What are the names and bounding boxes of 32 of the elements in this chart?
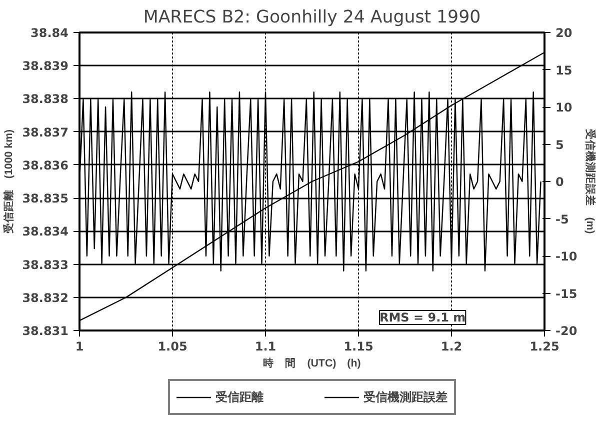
y-tick-label: 38.839 (22, 59, 69, 74)
y2-tick-label: 10 (556, 100, 572, 114)
y2-tick-label: 15 (556, 63, 572, 78)
y-axis-title: 受信距離 (1000 km) (2, 128, 16, 235)
y2-tick-label: 5 (556, 138, 564, 152)
x-tick-label: 1.15 (344, 340, 374, 354)
chart-title: MARECS B2: Goonhilly 24 August 1990 (143, 8, 481, 28)
x-tick-label: 1.1 (254, 340, 276, 354)
y-tick-label: 38.835 (22, 192, 69, 206)
x-axis-title: 時 間 (UTC) (h) (263, 356, 362, 370)
legend-label: 受信機測距誤差 (364, 388, 448, 406)
x-tick-label: 1 (75, 340, 84, 354)
legend-label: 受信距離 (216, 388, 264, 406)
y-tick-label: 38.84 (30, 26, 69, 40)
y-tick-label: 38.832 (22, 290, 69, 305)
y-tick-label: 38.838 (22, 92, 69, 106)
annotation: RMS = 9.1 m (380, 310, 466, 324)
y2-tick-label: -5 (556, 212, 569, 226)
x-tick-label: 1.25 (530, 340, 560, 354)
y-tick-label: 38.837 (22, 125, 69, 140)
x-tick-label: 1.2 (440, 340, 462, 354)
y-tick-label: 38.836 (22, 158, 69, 172)
x-tick-label: 1.05 (158, 340, 188, 354)
y2-tick-label: -20 (556, 324, 578, 338)
y2-tick-label: 0 (556, 175, 564, 189)
y2-tick-label: 20 (556, 26, 572, 40)
y-tick-label: 38.831 (22, 324, 69, 338)
y-tick-label: 38.834 (22, 224, 69, 239)
y2-tick-label: -15 (556, 286, 578, 301)
y2-tick-label: -10 (556, 250, 578, 264)
y2-axis-title: 受信機測距誤差 (m) (584, 128, 598, 234)
y-tick-label: 38.833 (22, 258, 69, 272)
